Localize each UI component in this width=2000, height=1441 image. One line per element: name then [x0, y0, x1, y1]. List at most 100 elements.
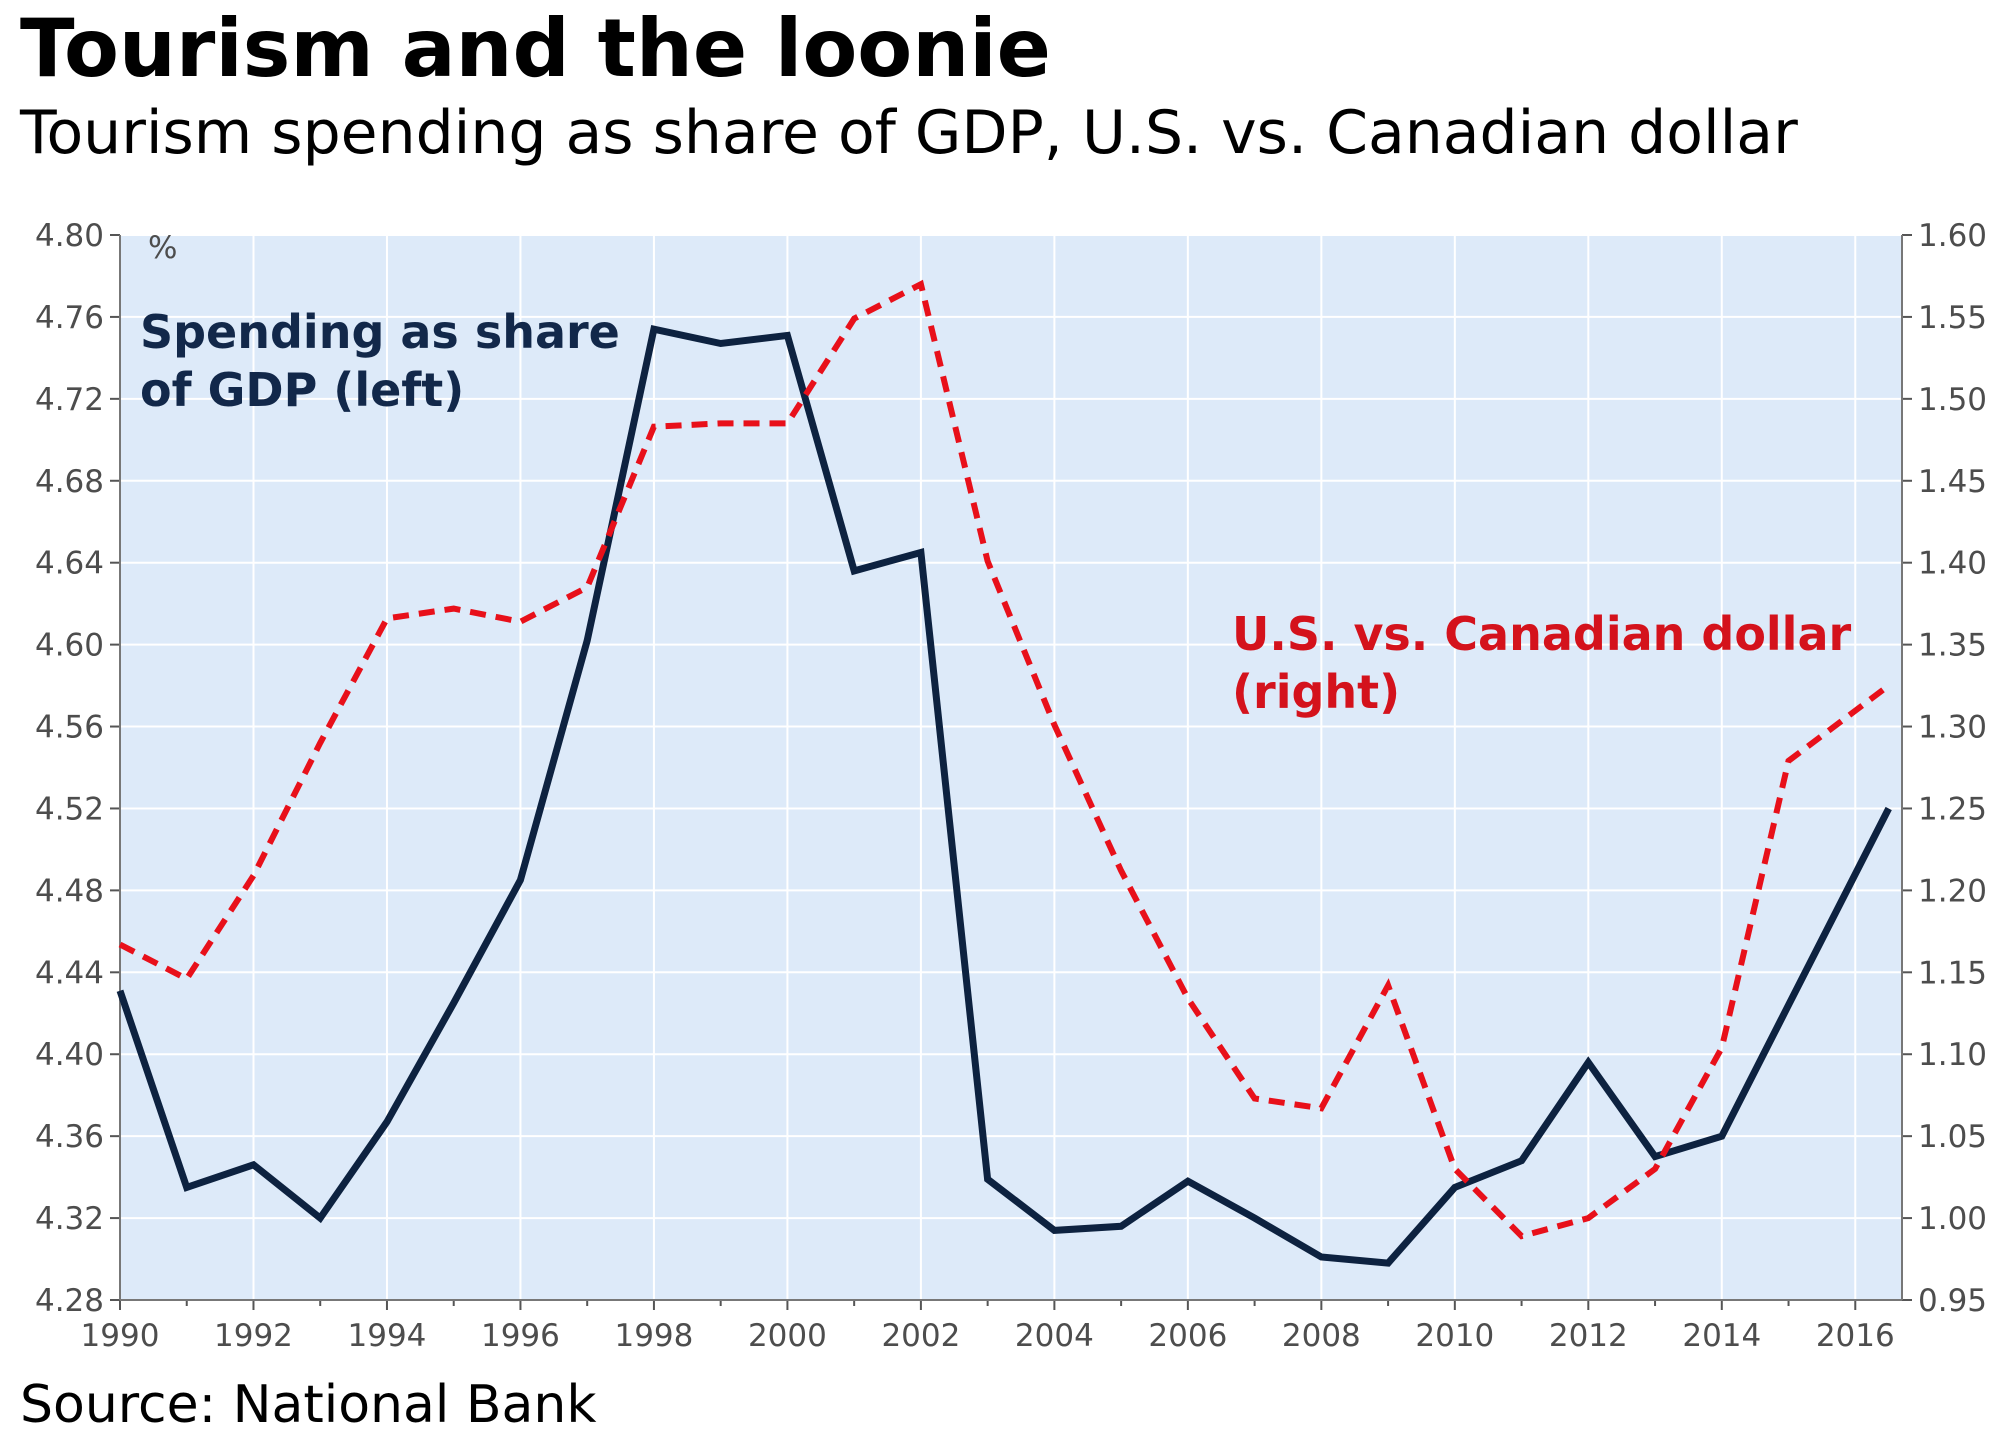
y-right-tick-label: 1.05	[1918, 1119, 1987, 1155]
y-left-tick-label: 4.44	[35, 955, 104, 991]
series-label-spending: Spending as share of GDP (left)	[140, 305, 636, 417]
spending-point-1995	[451, 1000, 457, 1006]
dollar-point-2002	[918, 281, 924, 287]
dollar-point-2003	[985, 558, 991, 564]
dollar-point-1993	[317, 740, 323, 746]
x-tick-label: 2004	[1015, 1318, 1094, 1354]
dollar-point-2016.5	[1886, 683, 1892, 689]
y-right-tick-label: 1.10	[1918, 1037, 1987, 1073]
spending-point-1999	[718, 341, 724, 347]
x-tick-label: 2000	[748, 1318, 827, 1354]
x-tick-label: 2008	[1282, 1318, 1361, 1354]
spending-point-2014	[1719, 1133, 1725, 1139]
x-tick-label: 1994	[348, 1318, 427, 1354]
dollar-point-2009	[1385, 982, 1391, 988]
spending-point-2015	[1786, 1002, 1792, 1008]
gridlines	[119, 234, 1902, 1301]
spending-point-1997	[584, 638, 590, 644]
spending-point-1990	[117, 988, 123, 994]
spending-point-1991	[184, 1184, 190, 1190]
spending-point-2010	[1452, 1184, 1458, 1190]
source-note: Source: National Bank	[20, 1375, 597, 1435]
series-lines	[116, 279, 1892, 1267]
y-left-tick-label: 4.60	[35, 628, 104, 664]
series-line-dollar	[118, 279, 1891, 1240]
y-left-tick-label: 4.56	[35, 710, 104, 746]
x-tick-label: 1996	[481, 1318, 560, 1354]
x-tick-label: 1990	[81, 1318, 160, 1354]
series-label-dollar-line2: (right)	[1232, 665, 1400, 719]
x-tick-label: 2002	[881, 1318, 960, 1354]
spending-point-2012	[1585, 1059, 1591, 1065]
plot-background	[120, 235, 1902, 1300]
y-right-tick-label: 1.25	[1918, 791, 1987, 827]
spending-point-2009	[1385, 1260, 1391, 1266]
dollar-point-1999	[718, 420, 724, 426]
spending-point-2004	[1051, 1227, 1057, 1233]
y-right-tick-label: 1.55	[1918, 300, 1987, 336]
y-right-tick-label: 1.35	[1918, 628, 1987, 664]
dollar-point-1996	[517, 619, 523, 625]
dollar-point-2014	[1719, 1045, 1725, 1051]
series-label-dollar-line1: U.S. vs. Canadian dollar	[1232, 607, 1851, 661]
y-left-tick-label: 4.76	[35, 300, 104, 336]
spending-point-2013	[1652, 1154, 1658, 1160]
dollar-point-2011	[1519, 1233, 1525, 1239]
chart-title: Tourism and the loonie	[20, 2, 1051, 95]
dollar-point-2007	[1252, 1095, 1258, 1101]
dollar-point-2010	[1452, 1166, 1458, 1172]
dollar-point-1998	[651, 424, 657, 430]
y-right-tick-label: 1.15	[1918, 955, 1987, 991]
series-label-spending-line2: of GDP (left)	[140, 363, 464, 417]
dollar-point-2000	[784, 420, 790, 426]
series-label-spending-line1: Spending as share	[140, 305, 620, 359]
dollar-point-2004	[1051, 722, 1057, 728]
spending-point-2008	[1318, 1254, 1324, 1260]
dollar-point-1997	[584, 584, 590, 590]
spending-point-2016.5	[1886, 805, 1892, 811]
axes: 4.28 4.32 4.36 4.40 4.44 4.48 4.52 4.56 4.60 4.64…	[35, 218, 1987, 1354]
spending-point-2006	[1185, 1178, 1191, 1184]
dollar-point-2013	[1652, 1166, 1658, 1172]
y-left-tick-label: 4.28	[35, 1283, 104, 1319]
y-right-tick-label: 1.30	[1918, 710, 1987, 746]
x-tick-label: 2010	[1415, 1318, 1494, 1354]
y-right-tick-label: 1.20	[1918, 873, 1987, 909]
x-tick-label: 2016	[1816, 1318, 1895, 1354]
dollar-point-2006	[1185, 996, 1191, 1002]
x-tick-label: 1998	[614, 1318, 693, 1354]
spending-point-1993	[317, 1215, 323, 1221]
spending-point-1996	[517, 877, 523, 883]
x-tick-label: 2014	[1682, 1318, 1761, 1354]
series-label-dollar: U.S. vs. Canadian dollar (right)	[1232, 607, 1867, 719]
series-line-spending	[116, 325, 1892, 1267]
y-right-tick-label: 1.50	[1918, 382, 1987, 418]
dollar-point-2008	[1318, 1105, 1324, 1111]
y-left-tick-label: 4.68	[35, 464, 104, 500]
y-left-tick-label: 4.64	[35, 546, 104, 582]
spending-point-2005	[1118, 1223, 1124, 1229]
y-right-tick-label: 1.45	[1918, 464, 1987, 500]
y-left-tick-label: 4.40	[35, 1037, 104, 1073]
spending-point-2007	[1252, 1215, 1258, 1221]
y-left-tick-label: 4.52	[35, 791, 104, 827]
dollar-point-2012	[1585, 1215, 1591, 1221]
chart-subtitle: Tourism spending as share of GDP, U.S. v…	[20, 98, 1798, 168]
dollar-point-2005	[1118, 868, 1124, 874]
dollar-point-1991	[184, 976, 190, 982]
spending-point-1994	[384, 1119, 390, 1125]
spending-point-2002	[918, 549, 924, 555]
y-right-tick-label: 1.00	[1918, 1201, 1987, 1237]
y-right-tick-label: 1.40	[1918, 546, 1987, 582]
y-left-tick-label: 4.48	[35, 873, 104, 909]
x-tick-label: 2012	[1549, 1318, 1628, 1354]
spending-point-1992	[250, 1162, 256, 1168]
dollar-point-1990	[117, 941, 123, 947]
x-tick-label: 2006	[1148, 1318, 1227, 1354]
spending-point-1998	[651, 326, 657, 332]
y-left-tick-label: 4.72	[35, 382, 104, 418]
y-left-tick-label: 4.36	[35, 1119, 104, 1155]
spending-point-2000	[784, 332, 790, 338]
y-left-tick-label: 4.80	[35, 218, 104, 254]
